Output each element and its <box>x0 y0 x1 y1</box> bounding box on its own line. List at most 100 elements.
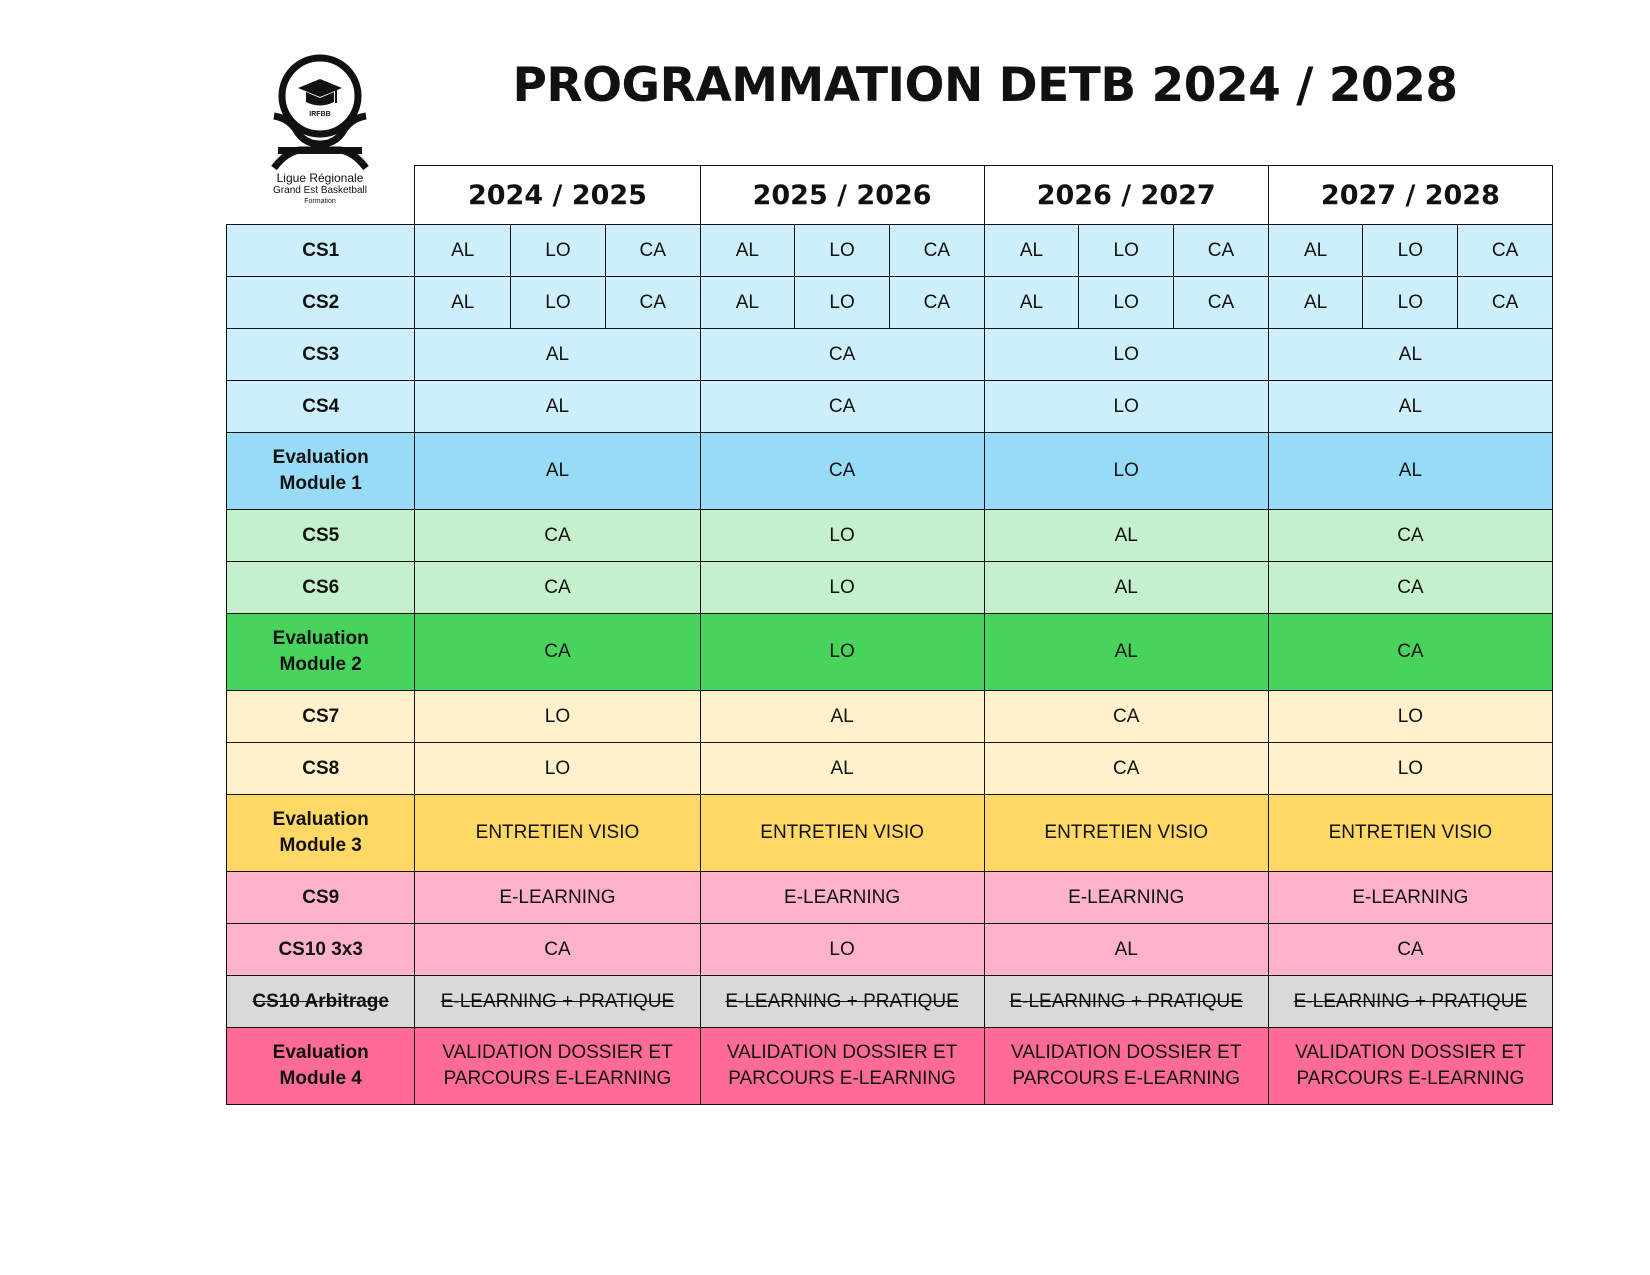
row-label: CS8 <box>225 742 416 795</box>
row-label: CS1 <box>225 224 416 277</box>
cell: LO <box>983 432 1269 510</box>
cell: CA <box>983 690 1269 743</box>
row-eval-module-4: Evaluation Module 4 VALIDATION DOSSIER ET… <box>225 1027 1554 1105</box>
cell: ENTRETIEN VISIO <box>1267 794 1554 872</box>
cell: E-LEARNING <box>699 871 985 924</box>
cell-line1: VALIDATION DOSSIER ET <box>1010 1042 1242 1063</box>
cell-line1: VALIDATION DOSSIER ET <box>1295 1042 1526 1063</box>
corner-cell <box>227 166 415 225</box>
year-header: 2026 / 2027 <box>983 165 1269 225</box>
cell: LO <box>699 509 985 562</box>
cell: CA <box>699 328 985 381</box>
row-label-line1: Evaluation <box>272 447 369 468</box>
cell: AL <box>699 742 985 795</box>
row-label-line2: Module 3 <box>279 835 362 856</box>
cell: E-LEARNING <box>1267 871 1554 924</box>
row-cs4: CS4 AL CA LO AL <box>225 380 1554 433</box>
cell: AL <box>414 432 701 510</box>
logo-line1: Ligue Régionale <box>276 171 364 185</box>
cell: VALIDATION DOSSIER ET PARCOURS E-LEARNING <box>414 1027 701 1105</box>
cell: LO <box>699 561 985 614</box>
row-label: Evaluation Module 1 <box>225 432 416 510</box>
cell: AL <box>1267 328 1554 381</box>
cell-line2: PARCOURS E-LEARNING <box>1296 1068 1525 1089</box>
cell-line2: PARCOURS E-LEARNING <box>1012 1068 1241 1089</box>
row-label: Evaluation Module 2 <box>225 613 416 691</box>
cell: VALIDATION DOSSIER ET PARCOURS E-LEARNING <box>1267 1027 1554 1105</box>
cell: AL <box>983 613 1269 691</box>
cell: LO <box>414 690 701 743</box>
row-label: CS6 <box>225 561 416 614</box>
cell: VALIDATION DOSSIER ET PARCOURS E-LEARNING <box>983 1027 1269 1105</box>
cell: LO <box>1362 276 1459 329</box>
cell: AL <box>699 224 796 277</box>
row-cs1: CS1 AL LO CA AL LO CA AL LO CA AL LO CA <box>225 224 1553 277</box>
cell: AL <box>1267 380 1554 433</box>
cell: CA <box>604 224 701 277</box>
cell-line2: PARCOURS E-LEARNING <box>443 1068 672 1089</box>
cell: CA <box>1457 224 1553 277</box>
cell: CA <box>414 509 701 562</box>
cell: E-LEARNING <box>414 871 701 924</box>
cell-line1: VALIDATION DOSSIER ET <box>442 1042 673 1063</box>
cell: LO <box>1267 742 1554 795</box>
row-cs8: CS8 LO AL CA LO <box>225 742 1554 795</box>
cell: AL <box>1267 224 1364 277</box>
cell: CA <box>699 432 985 510</box>
cell: LO <box>1078 224 1175 277</box>
cell: CA <box>1267 561 1554 614</box>
cell: AL <box>983 561 1269 614</box>
cell: AL <box>699 690 985 743</box>
year-header: 2024 / 2025 <box>414 165 701 225</box>
cell: ENTRETIEN VISIO <box>983 794 1269 872</box>
cell: CA <box>414 613 701 691</box>
cell: LO <box>1267 690 1554 743</box>
graduation-cap-icon: IRFBB <box>271 54 369 170</box>
cell: CA <box>414 923 701 976</box>
row-label: CS7 <box>225 690 416 743</box>
logo-line3: Formation <box>304 198 336 205</box>
cell: LO <box>794 224 890 277</box>
cell: LO <box>983 380 1269 433</box>
cell: LO <box>1362 224 1459 277</box>
cell: AL <box>983 224 1080 277</box>
cell: CA <box>699 380 985 433</box>
cell: CA <box>888 276 985 329</box>
row-label: CS2 <box>225 276 416 329</box>
row-cs6: CS6 CA LO AL CA <box>225 561 1554 614</box>
cell: E-LEARNING + PRATIQUE <box>699 975 985 1028</box>
svg-text:IRFBB: IRFBB <box>309 111 330 118</box>
cell: E-LEARNING + PRATIQUE <box>1267 975 1554 1028</box>
row-cs9: CS9 E-LEARNING E-LEARNING E-LEARNING E-L… <box>225 871 1554 924</box>
row-label-line1: Evaluation <box>272 628 369 649</box>
header-row: 2024 / 2025 2025 / 2026 2026 / 2027 2027… <box>227 165 1554 225</box>
cell: LO <box>699 613 985 691</box>
row-label: CS9 <box>225 871 416 924</box>
cell-line1: VALIDATION DOSSIER ET <box>726 1042 958 1063</box>
row-eval-module-2: Evaluation Module 2 CA LO AL CA <box>225 613 1554 691</box>
row-cs10-arbitrage: CS10 Arbitrage E-LEARNING + PRATIQUE E-L… <box>225 975 1554 1028</box>
row-label: CS10 3x3 <box>225 923 416 976</box>
row-label-line2: Module 1 <box>279 473 362 494</box>
cell: CA <box>1267 613 1554 691</box>
cell: E-LEARNING + PRATIQUE <box>414 975 701 1028</box>
row-label-line2: Module 2 <box>279 654 362 675</box>
row-eval-module-1: Evaluation Module 1 AL CA LO AL <box>225 432 1554 510</box>
league-logo: IRFBB Ligue Régionale Grand Est Basketba… <box>255 52 385 222</box>
cell: AL <box>414 380 701 433</box>
cell: LO <box>510 224 606 277</box>
cell: CA <box>414 561 701 614</box>
cell: E-LEARNING <box>983 871 1269 924</box>
cell: CA <box>1457 276 1553 329</box>
cell: AL <box>983 276 1080 329</box>
cell: LO <box>794 276 890 329</box>
row-eval-module-3: Evaluation Module 3 ENTRETIEN VISIO ENTRE… <box>225 794 1554 872</box>
cell: LO <box>414 742 701 795</box>
cell: VALIDATION DOSSIER ET PARCOURS E-LEARNING <box>699 1027 985 1105</box>
cell: AL <box>983 509 1269 562</box>
logo-line2: Grand Est Basketball <box>273 185 367 196</box>
cell: CA <box>1173 276 1269 329</box>
cell: LO <box>1078 276 1175 329</box>
row-label: Evaluation Module 3 <box>225 794 416 872</box>
page-title: PROGRAMMATION DETB 2024 / 2028 <box>512 58 1458 113</box>
